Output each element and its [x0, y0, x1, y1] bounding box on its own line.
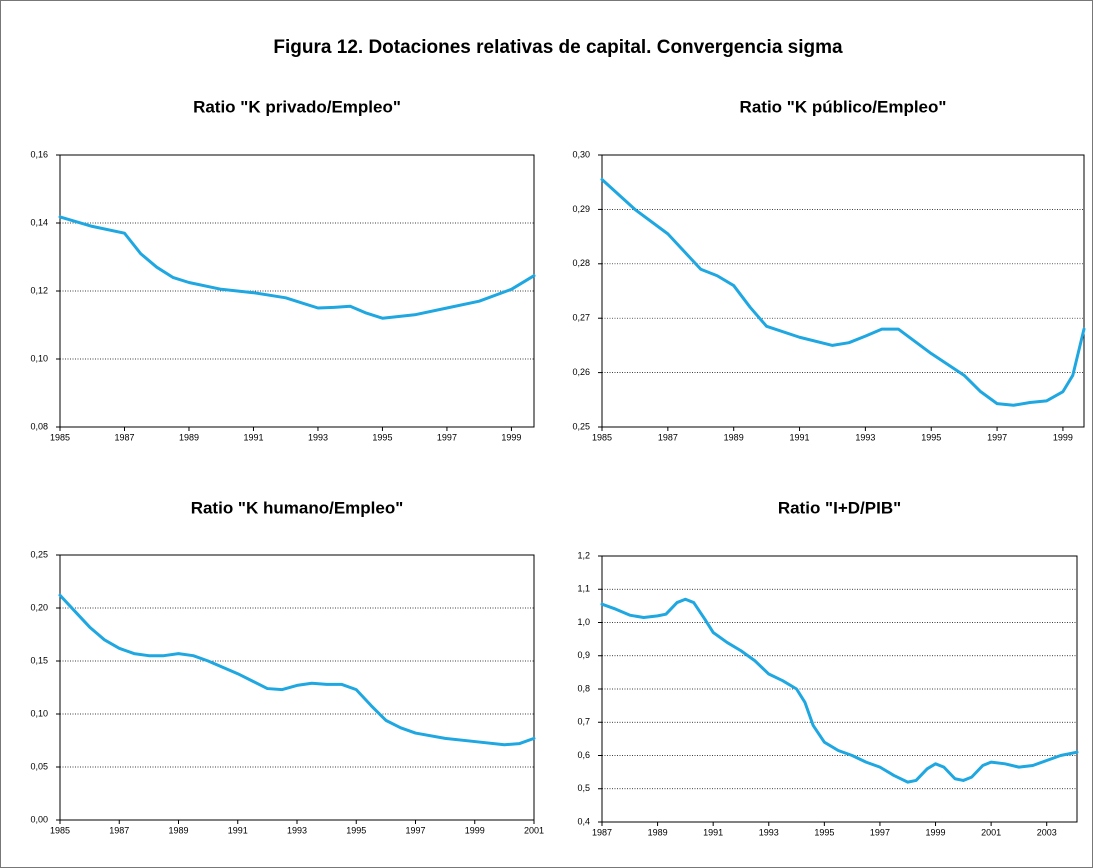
y-tick-label: 0,8 [577, 683, 590, 693]
x-tick-label: 2001 [981, 827, 1001, 837]
x-tick-label: 1995 [814, 827, 834, 837]
y-tick-label: 0,10 [30, 353, 48, 363]
y-tick-label: 1,2 [577, 550, 590, 560]
x-tick-label: 1989 [179, 432, 199, 442]
y-tick-label: 0,6 [577, 750, 590, 760]
plot-frame [601, 154, 1085, 428]
y-tick-label: 0,10 [30, 708, 48, 718]
y-tick-label: 0,20 [30, 602, 48, 612]
x-tick-label: 1991 [243, 432, 263, 442]
chart-title: Ratio "K público/Empleo" [740, 97, 947, 116]
x-tick-label: 1993 [759, 827, 779, 837]
x-tick-label: 1989 [648, 827, 668, 837]
y-tick-label: 0,4 [577, 816, 590, 826]
y-tick-label: 0,05 [30, 761, 48, 771]
y-tick-label: 0,7 [577, 717, 590, 727]
x-tick-label: 1997 [987, 432, 1007, 442]
y-tick-label: 0,15 [30, 655, 48, 665]
y-tick-label: 1,0 [577, 617, 590, 627]
x-tick-label: 1989 [724, 432, 744, 442]
chart-title: Ratio "I+D/PIB" [778, 498, 901, 517]
plot-frame [59, 154, 535, 428]
y-tick-label: 0,25 [30, 549, 48, 559]
y-tick-label: 0,26 [572, 367, 590, 377]
x-tick-label: 1999 [1053, 432, 1073, 442]
x-tick-label: 1995 [921, 432, 941, 442]
x-tick-label: 1985 [50, 825, 70, 835]
x-tick-label: 1991 [790, 432, 810, 442]
y-tick-label: 0,9 [577, 650, 590, 660]
data-line [58, 593, 536, 747]
x-tick-label: 1997 [405, 825, 425, 835]
x-tick-label: 1999 [926, 827, 946, 837]
figure-title: Figura 12. Dotaciones relativas de capit… [273, 37, 843, 58]
y-tick-label: 0,08 [30, 421, 48, 431]
x-tick-label: 1987 [658, 432, 678, 442]
x-tick-label: 1991 [703, 827, 723, 837]
x-tick-label: 2003 [1037, 827, 1057, 837]
x-tick-label: 1985 [50, 432, 70, 442]
x-tick-label: 1985 [592, 432, 612, 442]
x-tick-label: 1987 [592, 827, 612, 837]
x-tick-label: 1987 [114, 432, 134, 442]
y-tick-label: 0,30 [572, 149, 590, 159]
x-tick-label: 1999 [501, 432, 521, 442]
x-tick-label: 1997 [437, 432, 457, 442]
y-tick-label: 1,1 [577, 584, 590, 594]
x-tick-label: 1993 [308, 432, 328, 442]
x-tick-label: 1995 [346, 825, 366, 835]
y-tick-label: 0,14 [30, 217, 48, 227]
data-line [600, 597, 1079, 784]
y-tick-label: 0,12 [30, 285, 48, 295]
data-line [58, 215, 536, 320]
x-tick-label: 1991 [228, 825, 248, 835]
x-tick-label: 1999 [465, 825, 485, 835]
x-tick-label: 1993 [287, 825, 307, 835]
chart-title: Ratio "K privado/Empleo" [193, 97, 401, 116]
x-tick-label: 2001 [524, 825, 544, 835]
x-tick-label: 1989 [168, 825, 188, 835]
x-tick-label: 1995 [372, 432, 392, 442]
y-tick-label: 0,5 [577, 783, 590, 793]
x-tick-label: 1987 [109, 825, 129, 835]
data-line [600, 177, 1086, 407]
y-tick-label: 0,29 [572, 204, 590, 214]
y-tick-label: 0,16 [30, 149, 48, 159]
y-tick-label: 0,00 [30, 814, 48, 824]
y-tick-label: 0,28 [572, 258, 590, 268]
chart-title: Ratio "K humano/Empleo" [191, 498, 404, 517]
plot-frame [59, 554, 535, 821]
y-tick-label: 0,27 [572, 313, 590, 323]
y-tick-label: 0,25 [572, 421, 590, 431]
plot-frame [601, 555, 1078, 823]
x-tick-label: 1993 [855, 432, 875, 442]
x-tick-label: 1997 [870, 827, 890, 837]
